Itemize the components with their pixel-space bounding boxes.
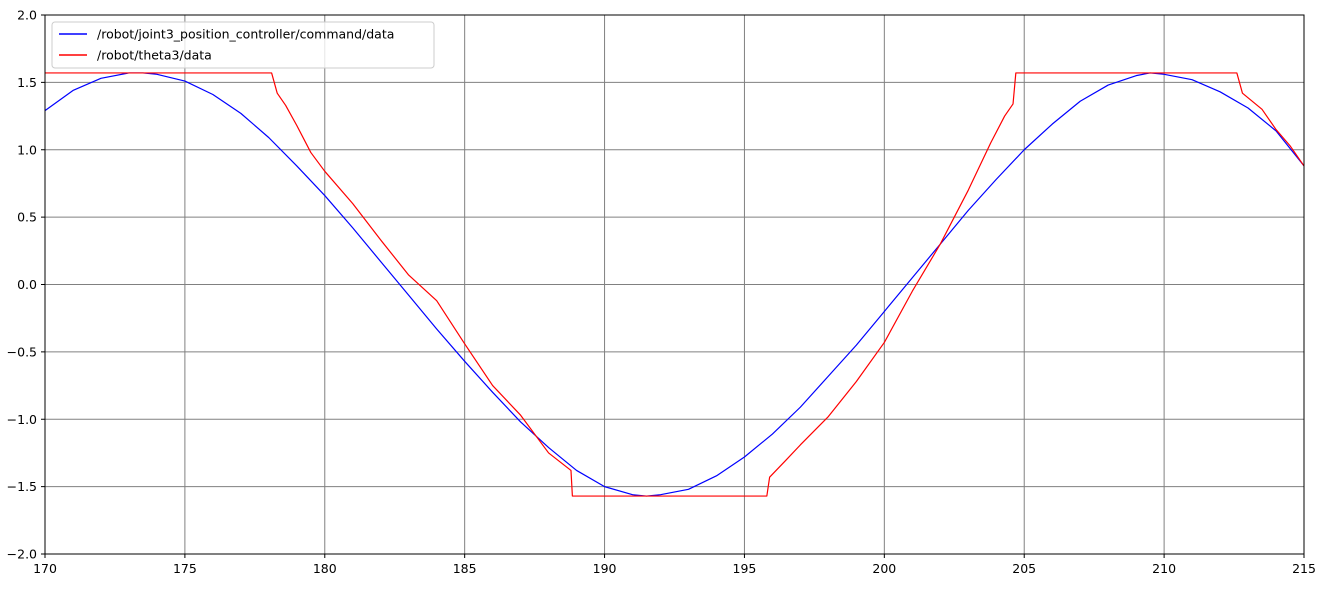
x-tick-label: 190 — [593, 561, 617, 576]
x-tick-label: 210 — [1152, 561, 1176, 576]
y-tick-label: −1.5 — [7, 479, 37, 494]
x-tick-label: 205 — [1012, 561, 1036, 576]
x-tick-label: 215 — [1292, 561, 1316, 576]
y-tick-label: 1.5 — [17, 75, 37, 90]
legend-box — [51, 21, 435, 69]
legend: /robot/joint3_position_controller/comman… — [51, 21, 435, 69]
y-tick-label: −0.5 — [7, 344, 37, 359]
x-tick-label: 195 — [733, 561, 757, 576]
y-tick-label: −1.0 — [7, 412, 37, 427]
legend-label-1: /robot/joint3_position_controller/comman… — [97, 27, 394, 42]
series-lines — [44, 72, 1305, 497]
x-tick-label: 180 — [313, 561, 337, 576]
y-tick-label: −2.0 — [7, 547, 37, 562]
x-tick-label: 185 — [453, 561, 477, 576]
y-tick-label: 2.0 — [17, 8, 37, 23]
y-tick-label: 1.0 — [17, 142, 37, 157]
x-tick-label: 175 — [173, 561, 197, 576]
grid-lines — [44, 14, 1305, 555]
y-tick-label: 0.5 — [17, 210, 37, 225]
x-tick-label: 170 — [33, 561, 57, 576]
series-line-1 — [44, 72, 1305, 497]
legend-label-2: /robot/theta3/data — [97, 48, 212, 63]
series-line-2 — [45, 72, 1305, 497]
x-tick-label: 200 — [872, 561, 896, 576]
axis-ticks: 170 175 180 185 190 195 200 205 210 215 −2.0 −1.5 −1… — [7, 8, 1316, 577]
y-tick-label: 0.0 — [17, 277, 37, 292]
